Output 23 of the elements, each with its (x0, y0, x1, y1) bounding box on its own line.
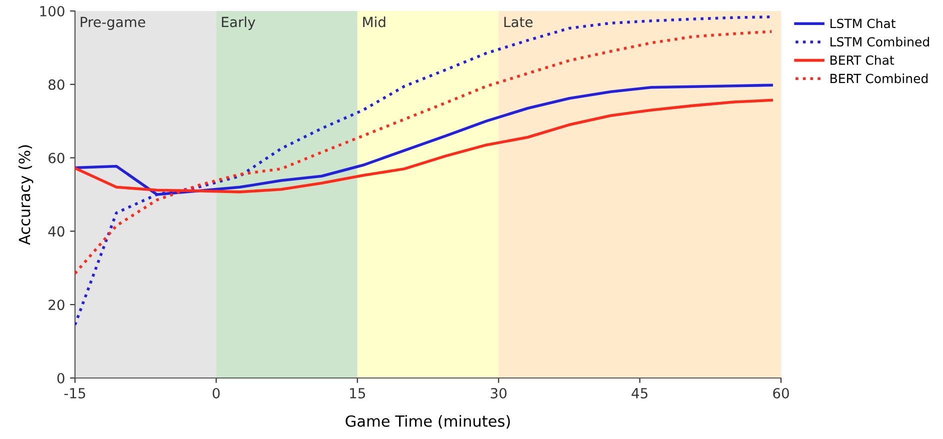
y-tick-label: 100 (40, 6, 64, 16)
legend-label: BERT Chat (830, 55, 894, 65)
legend-label: BERT Combined (830, 74, 928, 84)
x-tick-label: 45 (632, 388, 648, 398)
x-tick-label: 15 (350, 388, 366, 398)
y-axis-title: Accuracy (%) (18, 145, 34, 245)
legend-label: LSTM Chat (830, 18, 896, 28)
y-tick-label: 20 (48, 300, 64, 310)
x-tick-label: 0 (212, 388, 220, 398)
band-label: Late (504, 16, 533, 28)
x-axis-title: Game Time (minutes) (346, 415, 510, 429)
band-label: Early (222, 16, 256, 30)
x-tick-label: 60 (773, 388, 789, 398)
legend-label: LSTM Combined (830, 36, 929, 47)
band-label: Pre-game (80, 16, 146, 30)
x-tick-label: 30 (490, 388, 507, 398)
line-series (75, 30, 773, 275)
y-tick-label: 40 (48, 226, 64, 237)
y-tick-label: 0 (57, 372, 64, 384)
band-label: Mid (363, 16, 386, 28)
x-tick-label: -15 (64, 388, 86, 398)
y-tick-label: 80 (48, 79, 64, 90)
y-tick-label: 60 (48, 152, 64, 164)
